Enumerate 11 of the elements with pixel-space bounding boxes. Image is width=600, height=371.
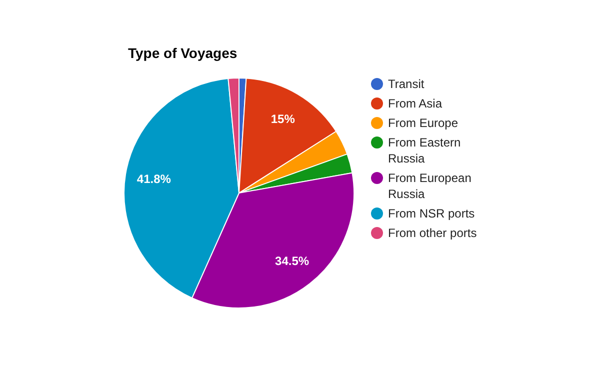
legend-label: From NSR ports	[388, 206, 475, 221]
data-label: 34.5%	[275, 254, 310, 268]
legend-label: From Eastern Russia	[388, 136, 461, 166]
chart-title: Type of Voyages	[128, 45, 238, 61]
data-label: 15%	[270, 112, 296, 126]
legend-label: From European Russia	[388, 171, 472, 202]
legend-label: Transit	[388, 77, 425, 92]
data-label: 41.8%	[136, 172, 172, 186]
legend-label: From Europe	[388, 116, 458, 130]
legend-label: From other ports	[388, 226, 477, 240]
legend-label: From Asia	[388, 96, 442, 111]
